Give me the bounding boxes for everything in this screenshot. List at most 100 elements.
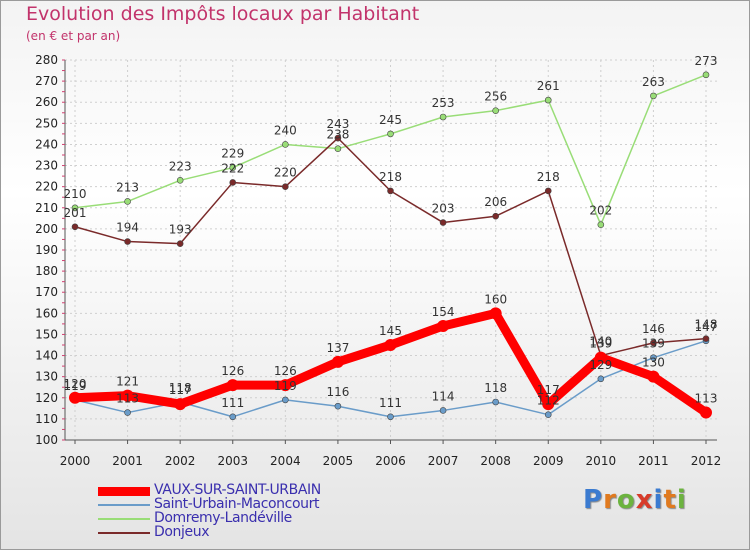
data-point-vaux-sur-saint-urbain — [489, 307, 502, 320]
logo-letter: x — [635, 485, 654, 515]
chart-subtitle: (en € et par an) — [26, 29, 121, 43]
data-point-domremy-landeville — [334, 145, 342, 152]
data-label-donjeux: 222 — [221, 161, 244, 175]
data-label-donjeux: 220 — [274, 166, 297, 180]
data-point-donjeux — [544, 187, 552, 195]
data-label-domremy-landeville: 238 — [326, 128, 349, 142]
data-point-vaux-sur-saint-urbain — [437, 320, 450, 332]
y-tick-label: 130 — [35, 370, 58, 384]
data-point-vaux-sur-saint-urbain — [331, 355, 344, 368]
data-label-donjeux: 218 — [379, 170, 402, 184]
data-point-donjeux — [124, 238, 131, 245]
legend-item-domremy-landeville: Domremy-Landéville — [98, 510, 398, 526]
legend-label: Domremy-Landéville — [154, 510, 292, 526]
data-label-domremy-landeville: 256 — [484, 90, 507, 104]
logo-letter: t — [663, 485, 677, 515]
y-tick-label: 100 — [35, 433, 58, 447]
data-label-vaux-sur-saint-urbain: 160 — [484, 292, 507, 306]
y-tick-label: 250 — [35, 116, 58, 130]
legend: VAUX-SUR-SAINT-URBAIN Saint-Urbain-Maconc… — [98, 482, 398, 540]
y-tick-label: 230 — [35, 159, 58, 173]
data-point-donjeux — [650, 339, 657, 347]
x-tick-label: 2000 — [60, 454, 91, 468]
legend-item-donjeux: Donjeux — [98, 524, 398, 540]
y-tick-label: 160 — [35, 306, 58, 320]
data-label-vaux-sur-saint-urbain: 137 — [326, 341, 349, 355]
legend-label: Donjeux — [154, 524, 210, 540]
data-label-vaux-sur-saint-urbain: 117 — [169, 383, 192, 397]
data-point-vaux-sur-saint-urbain — [647, 370, 660, 383]
data-point-vaux-sur-saint-urbain — [226, 379, 239, 392]
logo-letter: r — [603, 485, 617, 515]
data-point-vaux-sur-saint-urbain — [69, 391, 81, 404]
legend-swatch — [98, 532, 150, 534]
x-tick-label: 2005 — [323, 454, 354, 468]
series-points — [69, 71, 712, 421]
data-label-domremy-landeville: 202 — [589, 204, 612, 218]
data-point-domremy-landeville — [650, 92, 657, 100]
logo-letter: i — [676, 485, 687, 515]
data-label-vaux-sur-saint-urbain: 120 — [64, 377, 87, 391]
data-label-donjeux: 203 — [432, 202, 455, 216]
data-label-domremy-landeville: 229 — [221, 147, 244, 161]
y-tick-label: 270 — [35, 74, 58, 88]
data-point-donjeux — [71, 223, 79, 231]
data-label-donjeux: 140 — [589, 335, 612, 349]
y-tick-label: 190 — [35, 243, 58, 257]
series-line-domremy-landeville — [74, 74, 707, 226]
data-point-donjeux — [492, 212, 499, 220]
data-point-domremy-landeville — [71, 204, 79, 212]
data-point-vaux-sur-saint-urbain — [594, 351, 607, 364]
data-point-vaux-sur-saint-urbain — [279, 379, 292, 392]
data-point-vaux-sur-saint-urbain — [700, 406, 712, 419]
data-point-domremy-landeville — [439, 113, 447, 121]
data-label-saint-urbain-maconcourt: 118 — [484, 381, 507, 395]
data-point-saint-urbain-maconcourt — [282, 396, 289, 404]
data-label-vaux-sur-saint-urbain: 130 — [642, 356, 665, 370]
data-label-saint-urbain-maconcourt: 111 — [379, 396, 402, 410]
data-label-vaux-sur-saint-urbain: 145 — [379, 324, 402, 338]
y-tick-label: 210 — [35, 201, 58, 215]
y-tick-label: 150 — [35, 327, 58, 341]
axis-ticks: 100 110 120 130 140 150 160 170 180 190 200 210 220 2… — [35, 53, 721, 468]
data-point-saint-urbain-maconcourt — [439, 407, 447, 414]
logo-letter: P — [583, 485, 604, 515]
data-point-saint-urbain-maconcourt — [650, 354, 657, 361]
logo-letter: i — [653, 485, 664, 515]
y-tick-label: 280 — [35, 53, 58, 67]
data-point-donjeux — [439, 219, 447, 226]
y-tick-label: 200 — [35, 222, 58, 236]
data-label-donjeux: 243 — [326, 117, 349, 131]
x-tick-label: 2002 — [165, 454, 196, 468]
data-label-saint-urbain-maconcourt: 139 — [642, 337, 665, 351]
y-tick-label: 180 — [35, 264, 58, 278]
data-label-domremy-landeville: 253 — [432, 96, 455, 110]
data-point-domremy-landeville — [176, 177, 184, 184]
data-label-domremy-landeville: 245 — [379, 113, 402, 127]
x-tick-label: 2008 — [480, 454, 511, 468]
chart-title: Evolution des Impôts locaux par Habitant — [26, 3, 420, 25]
data-label-domremy-landeville: 223 — [169, 159, 192, 173]
legend-swatch — [98, 504, 150, 506]
data-point-saint-urbain-maconcourt — [387, 413, 394, 421]
legend-label: Saint-Urbain-Maconcourt — [154, 496, 320, 512]
y-tick-label: 240 — [35, 137, 58, 151]
data-label-saint-urbain-maconcourt: 112 — [537, 394, 560, 408]
data-point-domremy-landeville — [597, 221, 605, 228]
y-tick-label: 120 — [35, 391, 58, 405]
data-point-domremy-landeville — [229, 164, 237, 171]
data-label-domremy-landeville: 240 — [274, 123, 297, 137]
data-point-saint-urbain-maconcourt — [492, 398, 499, 406]
data-point-vaux-sur-saint-urbain — [384, 339, 397, 351]
data-label-donjeux: 201 — [64, 206, 87, 220]
data-label-domremy-landeville: 213 — [116, 180, 139, 194]
data-label-saint-urbain-maconcourt: 129 — [589, 358, 612, 372]
data-label-saint-urbain-maconcourt: 119 — [274, 379, 297, 393]
data-point-vaux-sur-saint-urbain — [121, 389, 134, 402]
data-point-saint-urbain-maconcourt — [544, 411, 552, 418]
y-tick-label: 220 — [35, 180, 58, 194]
data-point-domremy-landeville — [702, 71, 710, 79]
data-label-vaux-sur-saint-urbain: 126 — [221, 364, 244, 378]
data-point-vaux-sur-saint-urbain — [542, 398, 555, 411]
